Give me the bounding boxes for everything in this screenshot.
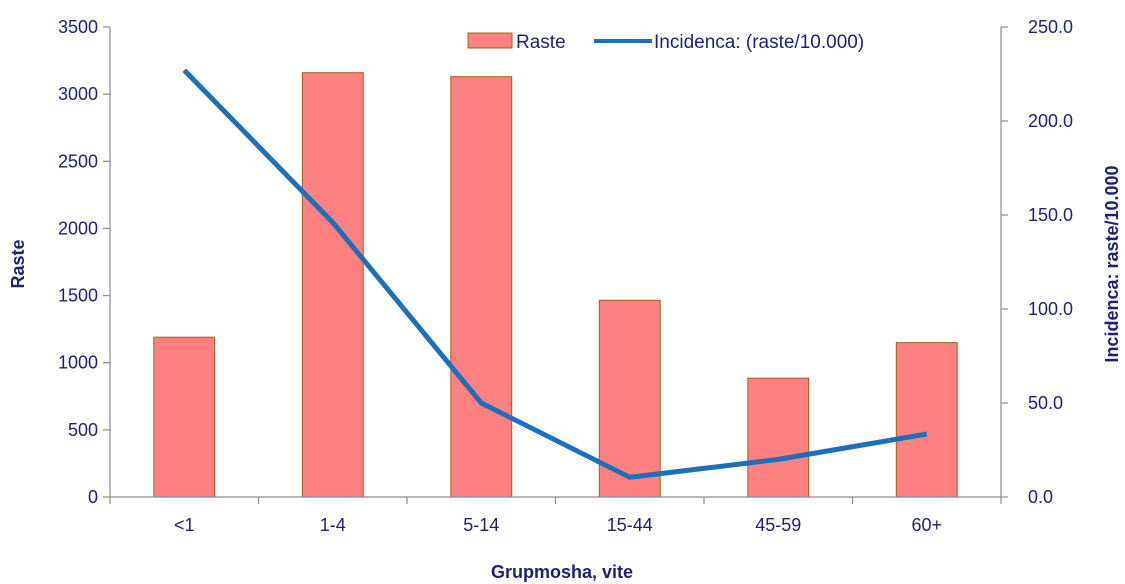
bar-5 — [895, 342, 958, 498]
y-tick-label: 2000 — [58, 218, 98, 238]
ticks-layer: 0 500 1000 1500 2000 2500 3000 3500 0.0 50.0 100.0… — [58, 17, 1073, 535]
legend: Raste Incidenca: (raste/10.000) — [467, 32, 864, 53]
y2-axis-title: Incidenca: raste/10.000 — [1102, 165, 1122, 362]
legend-label-bar: Raste — [516, 32, 566, 53]
x-tick-label: 5-14 — [463, 515, 499, 535]
bar-0 — [153, 336, 216, 498]
x-tick-label: 1-4 — [320, 515, 346, 535]
x-axis-title: Grupmosha, vite — [491, 562, 633, 582]
y2-tick-label: 50.0 — [1028, 393, 1063, 413]
x-tick-label: 45-59 — [755, 515, 801, 535]
bar-2 — [450, 76, 513, 498]
bars-layer — [153, 72, 958, 498]
y2-tick-label: 200.0 — [1028, 111, 1073, 131]
legend-label-line: Incidenca: (raste/10.000) — [654, 32, 864, 53]
x-tick-label: 60+ — [911, 515, 942, 535]
x-tick-label: 15-44 — [607, 515, 653, 535]
axes-layer — [103, 26, 1008, 504]
y2-tick-label: 250.0 — [1028, 17, 1073, 37]
line-layer — [182, 68, 928, 480]
bar-3 — [598, 299, 661, 498]
y-tick-label: 3000 — [58, 84, 98, 104]
incidence-line — [182, 68, 928, 480]
y-tick-label: 500 — [68, 420, 98, 440]
legend-swatch-bar — [467, 32, 513, 49]
y-tick-label: 1000 — [58, 353, 98, 373]
y2-tick-label: 150.0 — [1028, 205, 1073, 225]
y-tick-label: 3500 — [58, 17, 98, 37]
y-tick-label: 2500 — [58, 151, 98, 171]
y-axis-title: Raste — [8, 239, 28, 288]
y-tick-label: 0 — [88, 487, 98, 507]
y2-tick-label: 0.0 — [1028, 487, 1053, 507]
y2-tick-label: 100.0 — [1028, 299, 1073, 319]
y-tick-label: 1500 — [58, 286, 98, 306]
x-tick-label: <1 — [174, 515, 195, 535]
bar-4 — [747, 377, 810, 498]
bar-1 — [301, 72, 364, 498]
